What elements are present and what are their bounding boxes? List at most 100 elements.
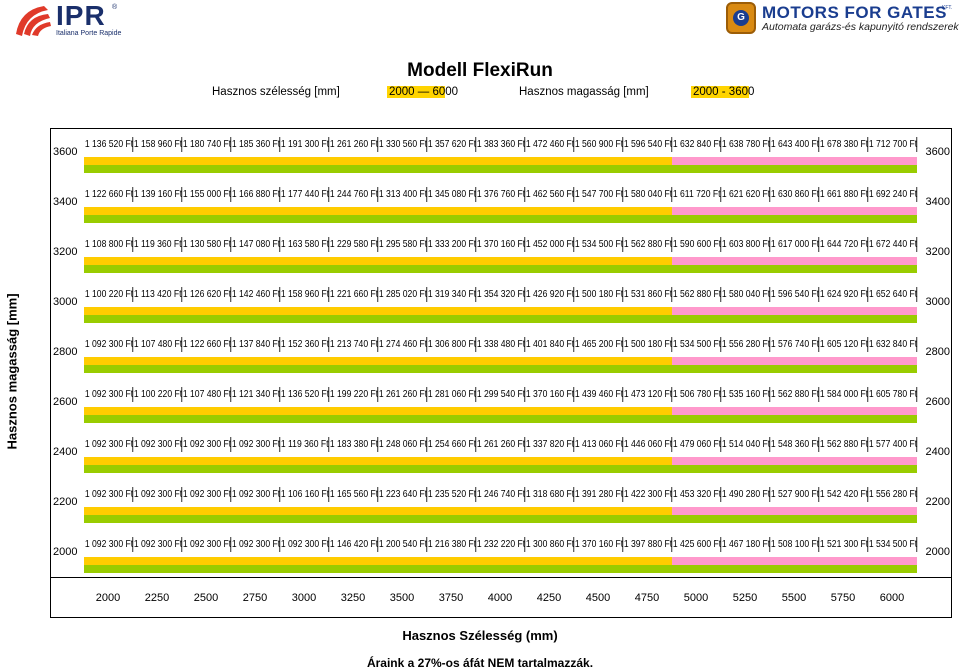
band-bottom bbox=[819, 165, 868, 173]
price-cell: 1 213 740 Ft bbox=[329, 337, 379, 352]
band-top bbox=[623, 457, 672, 465]
band-top bbox=[182, 357, 231, 365]
band-top bbox=[378, 307, 427, 315]
band-top bbox=[819, 307, 868, 315]
band-bottom bbox=[280, 515, 329, 523]
price-cell: 1 092 300 Ft bbox=[84, 437, 134, 452]
price-cell: 1 300 860 Ft bbox=[525, 537, 575, 552]
band-bottom bbox=[427, 165, 476, 173]
band-top bbox=[329, 457, 378, 465]
price-cell: 1 318 680 Ft bbox=[525, 487, 575, 502]
band-bottom bbox=[476, 515, 525, 523]
band-top bbox=[574, 257, 623, 265]
band-bottom bbox=[770, 265, 819, 273]
band-top bbox=[476, 157, 525, 165]
price-cell: 1 644 720 Ft bbox=[819, 237, 869, 252]
width-label: Hasznos szélesség [mm] bbox=[212, 86, 340, 98]
price-cell: 1 605 780 Ft bbox=[868, 387, 918, 402]
band-bottom bbox=[427, 465, 476, 473]
price-cell: 1 092 300 Ft bbox=[84, 487, 134, 502]
band-top bbox=[623, 307, 672, 315]
price-cell: 1 281 060 Ft bbox=[427, 387, 477, 402]
price-cell: 1 467 180 Ft bbox=[721, 537, 771, 552]
band-top bbox=[770, 307, 819, 315]
band-bottom bbox=[574, 365, 623, 373]
band-bottom bbox=[819, 215, 868, 223]
price-cell: 1 330 560 Ft bbox=[378, 137, 428, 152]
band-bottom bbox=[770, 165, 819, 173]
band-bottom bbox=[476, 165, 525, 173]
band-top bbox=[672, 407, 721, 415]
band-bottom bbox=[182, 365, 231, 373]
band-top bbox=[770, 557, 819, 565]
band-bottom bbox=[378, 315, 427, 323]
band-bottom bbox=[182, 515, 231, 523]
band-bottom bbox=[476, 565, 525, 573]
band-top bbox=[770, 407, 819, 415]
band-top bbox=[574, 207, 623, 215]
price-cell: 1 446 060 Ft bbox=[623, 437, 673, 452]
price-cell: 1 630 860 Ft bbox=[770, 187, 820, 202]
gear-badge-icon: G bbox=[726, 2, 756, 34]
price-cell: 1 500 180 Ft bbox=[623, 337, 673, 352]
band-top bbox=[427, 307, 476, 315]
band-top bbox=[868, 407, 917, 415]
price-cell: 1 678 380 Ft bbox=[819, 137, 869, 152]
band-bottom bbox=[84, 515, 133, 523]
band-top bbox=[427, 207, 476, 215]
band-top bbox=[868, 457, 917, 465]
band-top bbox=[525, 557, 574, 565]
band-top bbox=[476, 457, 525, 465]
band-bottom bbox=[280, 565, 329, 573]
band-bottom bbox=[378, 565, 427, 573]
height-label-right: 2400 bbox=[925, 446, 950, 458]
price-cell: 1 632 840 Ft bbox=[868, 337, 918, 352]
width-label-cell: 2000 bbox=[95, 592, 121, 604]
band-top bbox=[280, 357, 329, 365]
band-bottom bbox=[378, 515, 427, 523]
band-top bbox=[427, 457, 476, 465]
table-row: 3000 3000 1 100 220 Ft 1 113 420 Ft 1 126 62… bbox=[51, 279, 953, 329]
band-top bbox=[721, 207, 770, 215]
band-top bbox=[672, 557, 721, 565]
band-top bbox=[329, 557, 378, 565]
band-bottom bbox=[231, 165, 280, 173]
band-top bbox=[574, 507, 623, 515]
band-top bbox=[770, 507, 819, 515]
band-bottom bbox=[476, 465, 525, 473]
band-bottom bbox=[574, 215, 623, 223]
band-bottom bbox=[721, 215, 770, 223]
price-cell: 1 248 060 Ft bbox=[378, 437, 428, 452]
band-bottom bbox=[525, 465, 574, 473]
band-top bbox=[672, 507, 721, 515]
band-top bbox=[623, 357, 672, 365]
band-bottom bbox=[574, 565, 623, 573]
band-bottom bbox=[525, 265, 574, 273]
price-cell: 1 306 800 Ft bbox=[427, 337, 477, 352]
band-bottom bbox=[868, 165, 917, 173]
price-cell: 1 142 460 Ft bbox=[231, 287, 281, 302]
price-cell: 1 155 000 Ft bbox=[182, 187, 232, 202]
band-top bbox=[868, 357, 917, 365]
price-cell: 1 244 760 Ft bbox=[329, 187, 379, 202]
band-top bbox=[182, 407, 231, 415]
price-cell: 1 354 320 Ft bbox=[476, 287, 526, 302]
band-bottom bbox=[378, 165, 427, 173]
price-cell: 1 338 480 Ft bbox=[476, 337, 526, 352]
band-bottom bbox=[231, 215, 280, 223]
band-bottom bbox=[770, 365, 819, 373]
band-bottom bbox=[721, 365, 770, 373]
band-top bbox=[84, 307, 133, 315]
price-cell: 1 223 640 Ft bbox=[378, 487, 428, 502]
price-cell: 1 092 300 Ft bbox=[182, 537, 232, 552]
band-top bbox=[623, 407, 672, 415]
band-bottom bbox=[329, 215, 378, 223]
band-bottom bbox=[770, 515, 819, 523]
band-bottom bbox=[868, 565, 917, 573]
band-bottom bbox=[819, 565, 868, 573]
price-cell: 1 337 820 Ft bbox=[525, 437, 575, 452]
band-bottom bbox=[427, 215, 476, 223]
price-cell: 1 092 300 Ft bbox=[182, 487, 232, 502]
motors-for-gates-logo: G MOTORS FOR GATES KFT. Automata garázs-… bbox=[726, 2, 959, 36]
price-cell: 1 603 800 Ft bbox=[721, 237, 771, 252]
